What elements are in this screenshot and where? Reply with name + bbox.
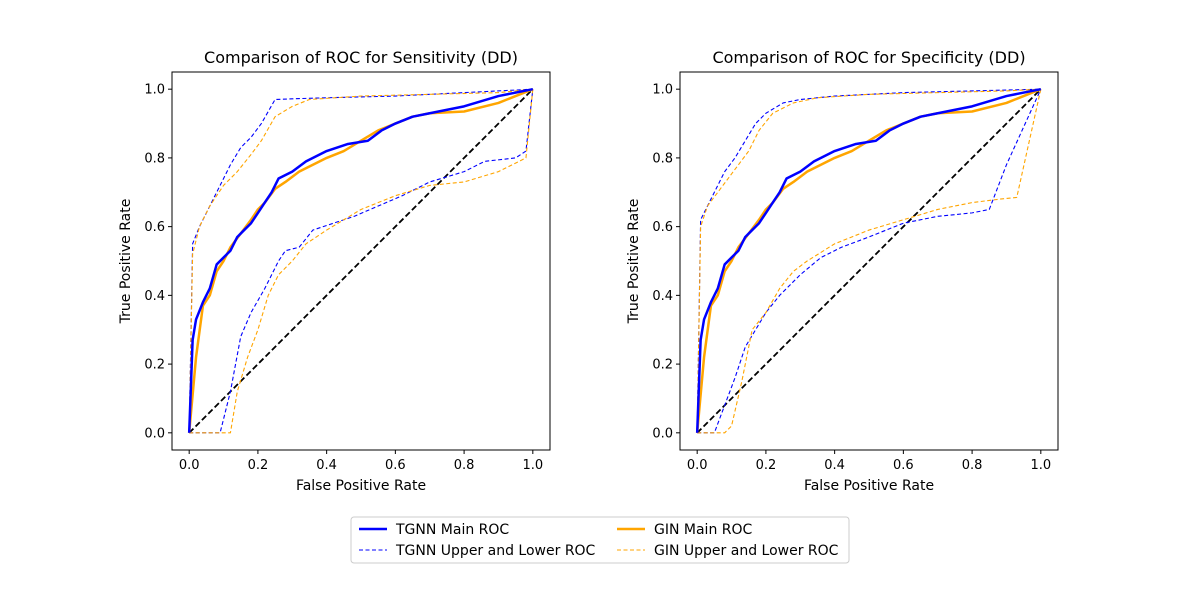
x-tick-label: 1.0: [522, 458, 543, 473]
chart-title: Comparison of ROC for Specificity (DD): [712, 48, 1025, 67]
y-tick-label: 0.6: [144, 220, 165, 235]
chart-title: Comparison of ROC for Sensitivity (DD): [204, 48, 518, 67]
legend-label: GIN Upper and Lower ROC: [654, 543, 839, 559]
series-line-gin-lower: [697, 89, 1042, 434]
series-group: [695, 87, 1042, 434]
x-tick-label: 0.8: [454, 458, 475, 473]
x-axis-label: False Positive Rate: [804, 478, 934, 494]
x-tick-label: 0.4: [316, 458, 337, 473]
y-axis-label: True Positive Rate: [118, 199, 134, 325]
x-tick-label: 0.2: [756, 458, 777, 473]
legend-label: TGNN Main ROC: [395, 522, 509, 538]
specificity-roc-panel: 0.0 0.2 0.4 0.6 0.8 1.0 0.0 0.2 0.4 0.6 0.8 1.0 Comp…: [626, 48, 1059, 494]
y-tick-label: 0.8: [144, 151, 165, 166]
series-line-gin-upper: [696, 88, 1041, 433]
y-tick-label: 0.4: [652, 289, 673, 304]
series-line-tgnn-lower: [189, 89, 534, 434]
sensitivity-roc-panel: 0.0 0.2 0.4 0.6 0.8 1.0 0.0 0.2 0.4 0.6 0.8 1.0 Comp…: [118, 48, 551, 494]
series-line-tgnn-main-roc: [695, 87, 1042, 433]
x-tick-label: 0.8: [962, 458, 983, 473]
x-axis-label: False Positive Rate: [296, 478, 426, 494]
x-tick-label: 0.0: [179, 458, 200, 473]
y-tick-label: 0.4: [144, 289, 165, 304]
series-line-tgnn-main-roc: [187, 87, 534, 433]
y-tick-label: 0.0: [144, 426, 165, 441]
y-tick-label: 0.8: [652, 151, 673, 166]
y-tick-label: 0.2: [652, 358, 673, 373]
legend-box: [350, 516, 850, 564]
series-group: [187, 87, 534, 434]
x-tick-label: 0.2: [248, 458, 269, 473]
axes-frame: [171, 71, 551, 451]
y-tick-label: 1.0: [144, 83, 165, 98]
y-tick-label: 0.0: [652, 426, 673, 441]
series-line-gin-upper: [188, 88, 533, 433]
x-tick-label: 0.6: [893, 458, 914, 473]
legend: TGNN Main ROC GIN Main ROC TGNN Upper and …: [350, 516, 850, 564]
y-tick-label: 0.2: [144, 358, 165, 373]
x-tick-label: 0.6: [385, 458, 406, 473]
y-tick-label: 0.6: [652, 220, 673, 235]
y-tick-label: 1.0: [652, 83, 673, 98]
legend-label: GIN Main ROC: [654, 522, 753, 538]
x-tick-label: 0.0: [687, 458, 708, 473]
legend-label: TGNN Upper and Lower ROC: [395, 543, 596, 559]
y-axis-label: True Positive Rate: [626, 199, 642, 325]
x-tick-label: 0.4: [824, 458, 845, 473]
axes-frame: [679, 71, 1059, 451]
series-line-gin-lower: [189, 89, 534, 434]
x-tick-label: 1.0: [1030, 458, 1051, 473]
series-line-tgnn-upper: [696, 88, 1041, 433]
